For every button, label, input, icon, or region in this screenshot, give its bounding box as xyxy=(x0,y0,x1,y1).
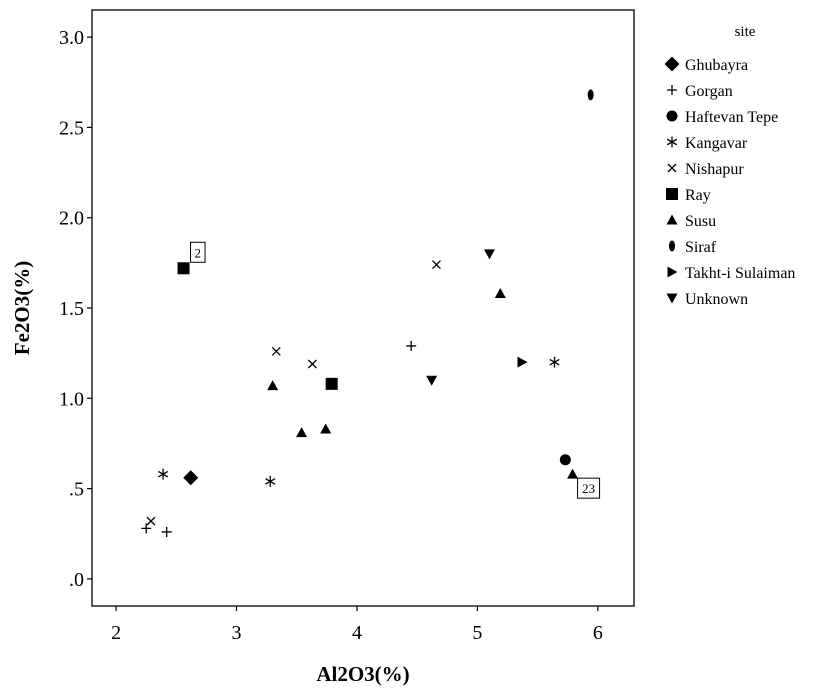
data-points xyxy=(141,89,594,537)
data-point-triangle-up xyxy=(267,380,279,391)
y-tick-label: 2.5 xyxy=(59,117,84,139)
data-point-x xyxy=(307,359,317,369)
data-point-star xyxy=(157,468,169,480)
y-tick-label: 1.0 xyxy=(59,388,84,410)
data-point-plus xyxy=(141,523,152,534)
legend-marker-plus xyxy=(667,85,677,95)
legend-item: Gorgan xyxy=(667,83,733,100)
x-axis-title: Al2O3(%) xyxy=(316,662,409,686)
legend-marker-x xyxy=(667,163,677,173)
y-tick-label: 1.5 xyxy=(59,298,84,320)
data-point-square xyxy=(177,262,190,275)
data-point-x xyxy=(271,346,281,356)
data-point-star xyxy=(265,475,276,487)
legend-label: Susu xyxy=(685,213,716,230)
data-point-x xyxy=(432,260,441,270)
x-tick-label: 2 xyxy=(111,622,121,644)
legend-label: Gorgan xyxy=(685,83,733,100)
data-point-plus xyxy=(406,340,417,351)
legend-marker-square xyxy=(666,188,678,200)
data-point-triangle-up xyxy=(494,288,506,299)
legend-marker-ellipse xyxy=(669,240,675,252)
x-tick-label: 6 xyxy=(593,622,603,644)
data-point-triangle-down xyxy=(483,249,495,260)
y-axis: .0 .5 1.0 1.5 2.0 2.5 3.0 xyxy=(59,27,92,591)
legend-item: Siraf xyxy=(669,239,717,256)
legend-label: Takht-i Sulaiman xyxy=(685,265,795,282)
data-point-ellipse xyxy=(587,89,594,101)
legend-label: Kangavar xyxy=(685,135,748,152)
y-tick-label: .5 xyxy=(69,479,84,501)
legend-marker-diamond xyxy=(664,56,680,72)
legend-label: Siraf xyxy=(685,239,717,256)
data-point-triangle-up xyxy=(320,423,332,434)
x-tick-label: 3 xyxy=(232,622,242,644)
data-point-triangle-up xyxy=(296,427,308,438)
data-point-circle xyxy=(559,454,571,466)
point-callout: 23 xyxy=(577,477,601,499)
legend-item: Kangavar xyxy=(666,135,748,152)
data-point-triangle-right xyxy=(517,356,528,368)
legend-title: site xyxy=(735,24,756,40)
legend-label: Haftevan Tepe xyxy=(685,109,778,126)
y-axis-title: Fe2O3(%) xyxy=(10,261,34,355)
x-tick-label: 5 xyxy=(472,622,482,644)
legend-item: Ghubayra xyxy=(664,56,748,74)
legend-items: Ghubayra Gorgan Haftevan Tepe Kangavar Nisha… xyxy=(664,56,795,308)
data-point-triangle-down xyxy=(426,375,438,386)
y-tick-label: 2.0 xyxy=(59,208,84,230)
legend-label: Nishapur xyxy=(685,161,744,178)
callout-box xyxy=(190,241,206,263)
legend-marker-triangle-down xyxy=(666,293,678,304)
legend: site Ghubayra Gorgan Haftevan Tepe Kangavar… xyxy=(664,24,795,308)
legend-item: Unknown xyxy=(666,291,748,308)
data-point-star xyxy=(549,356,560,368)
legend-label: Ghubayra xyxy=(685,57,748,74)
legend-label: Ray xyxy=(685,187,711,204)
legend-marker-circle xyxy=(666,110,678,122)
data-point-diamond xyxy=(183,470,199,486)
y-tick-label: 3.0 xyxy=(59,27,84,49)
x-tick-label: 4 xyxy=(352,622,362,644)
data-point-square xyxy=(325,377,338,390)
plot-frame xyxy=(91,9,635,607)
point-callouts: 2 23 xyxy=(190,241,601,499)
data-point-plus xyxy=(161,526,172,537)
y-tick-label: .0 xyxy=(69,569,84,591)
legend-item: Ray xyxy=(666,187,711,204)
data-point-triangle-up xyxy=(567,468,579,479)
legend-label: Unknown xyxy=(685,291,748,308)
legend-item: Nishapur xyxy=(667,161,744,178)
callout-box xyxy=(577,477,601,499)
callout-text: 2 xyxy=(195,245,202,260)
legend-item: Susu xyxy=(666,213,716,230)
legend-marker-triangle-right xyxy=(667,266,678,278)
legend-marker-star xyxy=(666,136,678,148)
data-point-x xyxy=(146,516,156,526)
legend-item: Takht-i Sulaiman xyxy=(667,265,795,282)
callout-text: 23 xyxy=(582,481,595,496)
legend-marker-triangle-up xyxy=(666,214,678,225)
x-axis: 2 3 4 5 6 xyxy=(111,606,603,644)
point-callout: 2 xyxy=(190,241,206,263)
legend-item: Haftevan Tepe xyxy=(666,109,778,126)
